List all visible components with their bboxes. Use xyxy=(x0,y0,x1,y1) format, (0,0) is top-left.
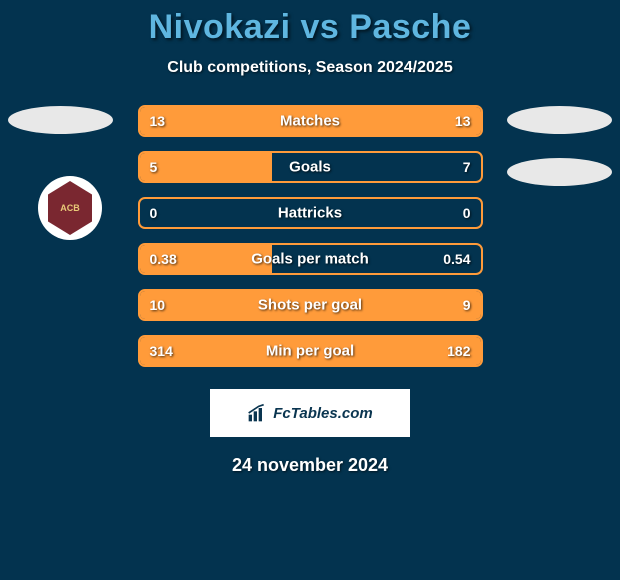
stat-row: 13Matches13 xyxy=(138,105,483,137)
footer-date: 24 november 2024 xyxy=(0,455,620,476)
page-title: Nivokazi vs Pasche xyxy=(0,0,620,47)
club-badge-text: ACB xyxy=(60,204,80,213)
player-right-avatar-placeholder-2 xyxy=(507,158,612,186)
stat-label: Matches xyxy=(140,113,481,130)
attribution-banner[interactable]: FcTables.com xyxy=(210,389,410,437)
stat-row: 314Min per goal182 xyxy=(138,335,483,367)
attribution-text: FcTables.com xyxy=(273,405,372,422)
stat-label: Min per goal xyxy=(140,343,481,360)
subtitle: Club competitions, Season 2024/2025 xyxy=(0,59,620,77)
stat-label: Shots per goal xyxy=(140,297,481,314)
player-right-avatar-placeholder-1 xyxy=(507,106,612,134)
stat-value-right: 0 xyxy=(463,205,471,221)
player-left-club-badge: ACB xyxy=(38,176,102,240)
stat-value-right: 13 xyxy=(455,113,471,129)
comparison-container: ACB 13Matches13 5Goals7 0Hattricks0 0.38Goa… xyxy=(0,105,620,367)
club-badge-shield: ACB xyxy=(48,181,92,235)
stat-label: Goals per match xyxy=(140,251,481,268)
stat-value-right: 7 xyxy=(463,159,471,175)
stat-row: 0.38Goals per match0.54 xyxy=(138,243,483,275)
stats-list: 13Matches13 5Goals7 0Hattricks0 0.38Goals p… xyxy=(138,105,483,367)
stat-value-right: 182 xyxy=(447,343,470,359)
stat-row: 5Goals7 xyxy=(138,151,483,183)
stat-row: 10Shots per goal9 xyxy=(138,289,483,321)
stat-label: Hattricks xyxy=(140,205,481,222)
stat-value-right: 0.54 xyxy=(443,251,470,267)
stat-label: Goals xyxy=(140,159,481,176)
player-left-avatar-placeholder xyxy=(8,106,113,134)
stat-row: 0Hattricks0 xyxy=(138,197,483,229)
chart-icon xyxy=(247,403,267,423)
stat-value-right: 9 xyxy=(463,297,471,313)
